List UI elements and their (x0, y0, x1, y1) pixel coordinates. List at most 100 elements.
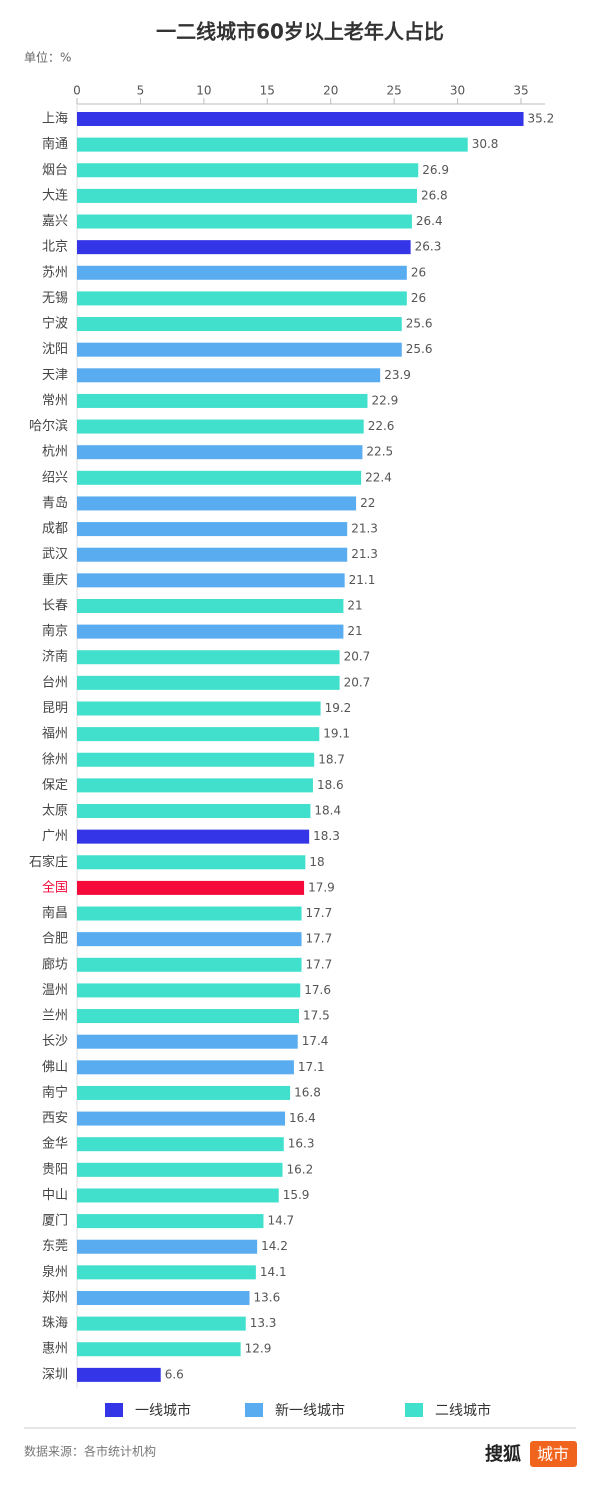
value-label: 30.8 (472, 137, 499, 151)
value-label: 23.9 (384, 368, 411, 382)
bar (77, 522, 348, 537)
bar (77, 855, 306, 870)
bar (77, 368, 381, 383)
y-tick-label: 北京 (42, 240, 68, 255)
y-tick-label: 西安 (42, 1111, 68, 1126)
bar (77, 470, 362, 485)
legend-swatch (405, 1403, 423, 1417)
bar (77, 932, 302, 947)
bar (77, 393, 368, 408)
y-tick-label: 太原 (42, 804, 68, 819)
x-tick-label: 30 (450, 84, 465, 98)
y-tick-label: 保定 (42, 778, 68, 793)
bar (77, 1188, 279, 1203)
value-label: 17.7 (306, 957, 333, 971)
bar (77, 1137, 284, 1152)
bar (77, 342, 402, 357)
y-tick-label: 青岛 (42, 495, 68, 511)
bar (77, 112, 524, 126)
brand: 搜狐 (485, 1443, 521, 1465)
bar (77, 188, 417, 203)
y-tick-label: 宁波 (42, 316, 68, 332)
value-label: 22.5 (366, 445, 393, 459)
value-label: 17.1 (298, 1060, 325, 1074)
y-tick-label: 温州 (42, 983, 68, 998)
bar (77, 1290, 250, 1305)
bar (77, 163, 419, 178)
value-label: 22 (360, 496, 375, 510)
y-tick-label: 金华 (42, 1136, 68, 1152)
bar (77, 778, 313, 793)
value-label: 16.8 (294, 1085, 321, 1099)
value-label: 6.6 (165, 1367, 184, 1381)
y-tick-label: 中山 (42, 1188, 68, 1203)
y-tick-label: 泉州 (42, 1264, 68, 1280)
y-tick-label: 东莞 (42, 1239, 68, 1254)
y-tick-label: 大连 (42, 187, 68, 203)
y-tick-label: 沈阳 (42, 342, 68, 357)
bar (77, 1265, 256, 1280)
bar (77, 1162, 283, 1177)
y-tick-label: 台州 (42, 675, 68, 690)
y-tick-label: 深圳 (42, 1367, 68, 1382)
y-tick-label: 贵阳 (42, 1162, 68, 1177)
value-label: 21.1 (349, 573, 376, 587)
value-label: 12.9 (245, 1342, 272, 1356)
bar (77, 1111, 286, 1126)
value-label: 25.6 (406, 342, 433, 356)
bar (77, 419, 364, 434)
x-tick-label: 5 (137, 84, 145, 98)
y-tick-label: 长春 (42, 598, 68, 613)
y-tick-label: 济南 (42, 649, 68, 665)
value-label: 17.9 (308, 880, 335, 894)
y-tick-label: 烟台 (42, 163, 68, 178)
value-label: 22.6 (368, 419, 395, 433)
bar (77, 983, 301, 998)
value-label: 26.4 (416, 214, 443, 228)
bar (77, 650, 340, 665)
value-label: 18.6 (317, 778, 344, 792)
y-tick-label: 长沙 (42, 1034, 68, 1049)
legend-label: 二线城市 (435, 1402, 491, 1419)
value-label: 17.7 (306, 932, 333, 946)
bar (77, 137, 468, 152)
y-tick-label: 苏州 (42, 264, 68, 280)
y-tick-label: 杭州 (42, 445, 68, 460)
bar (77, 445, 363, 460)
bar (77, 240, 411, 255)
y-tick-label: 常州 (42, 393, 68, 408)
x-tick-label: 0 (73, 84, 81, 98)
x-tick-label: 10 (196, 84, 211, 98)
y-tick-label: 南通 (42, 136, 68, 152)
y-tick-label: 绍兴 (42, 470, 68, 485)
value-label: 18 (309, 855, 324, 869)
value-label: 26.3 (415, 240, 442, 254)
value-label: 20.7 (344, 650, 371, 664)
legend-label: 一线城市 (135, 1402, 191, 1419)
y-tick-label: 南京 (42, 623, 68, 639)
value-label: 26.9 (422, 163, 449, 177)
value-label: 19.1 (323, 727, 350, 741)
bar (77, 573, 345, 588)
bar (77, 1342, 241, 1357)
bar (77, 547, 348, 562)
bar (77, 1009, 299, 1024)
unit-label: 单位：% (24, 50, 71, 65)
value-label: 18.3 (313, 829, 340, 843)
value-label: 22.9 (372, 393, 399, 407)
value-label: 14.1 (260, 1265, 287, 1279)
y-tick-label: 重庆 (42, 572, 68, 588)
value-label: 18.4 (314, 804, 341, 818)
y-tick-label: 珠海 (42, 1316, 68, 1331)
value-label: 26 (411, 291, 426, 305)
legend-swatch (105, 1403, 123, 1417)
x-tick-label: 25 (387, 84, 402, 98)
value-label: 16.2 (287, 1162, 314, 1176)
brand-tag-box (530, 1441, 577, 1467)
y-tick-label: 惠州 (42, 1342, 68, 1357)
bar (77, 1214, 264, 1229)
x-tick-label: 20 (323, 84, 338, 98)
value-label: 14.7 (267, 1214, 294, 1228)
y-tick-label: 石家庄 (29, 854, 68, 870)
